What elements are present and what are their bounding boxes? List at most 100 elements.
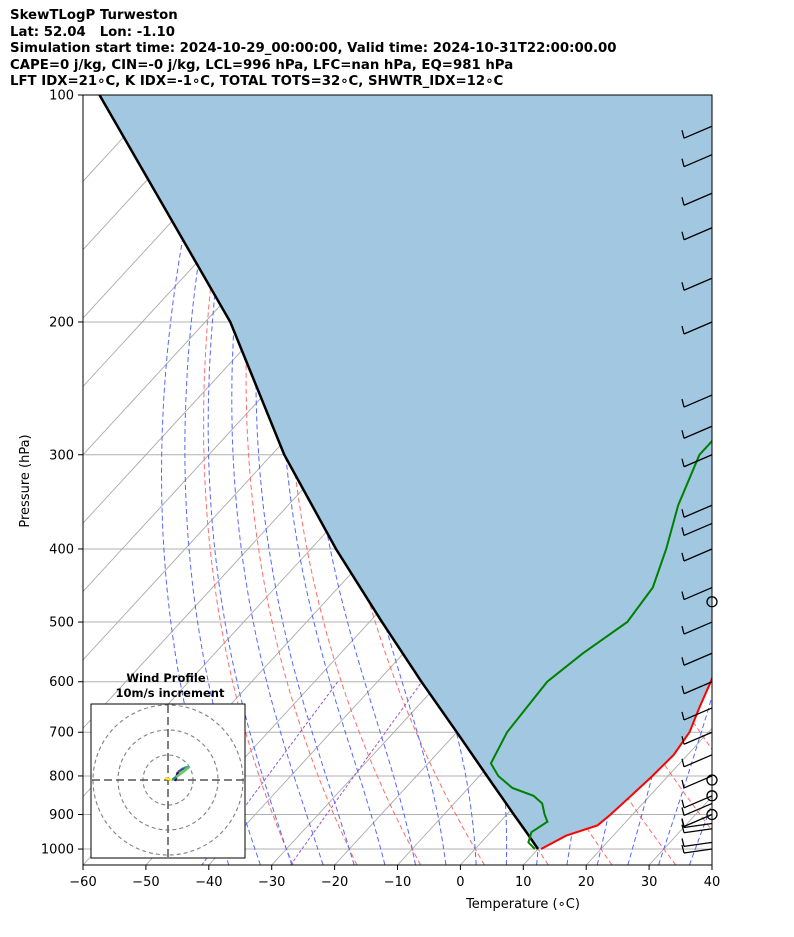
x-tick-label: −10: [384, 875, 411, 890]
time-line: Simulation start time: 2024-10-29_00:00:…: [10, 41, 617, 56]
index-line: LFT IDX=21∘C, K IDX=-1∘C, TOTAL TOTS=32∘…: [10, 74, 504, 89]
wind-barb: [683, 394, 713, 408]
x-tick-label: 20: [578, 875, 595, 890]
wind-barb: [683, 754, 713, 768]
calm-wind-circle: [706, 790, 718, 802]
wind-barb-flag: [681, 398, 685, 408]
y-tick-label: 800: [49, 769, 74, 784]
wind-barb: [683, 522, 713, 537]
dry-adiabat: [698, 95, 712, 162]
hodograph-segment: [171, 776, 177, 781]
wind-barb-flag: [681, 824, 685, 833]
x-tick-label: 40: [704, 875, 721, 890]
y-axis-label: Pressure (hPa): [18, 434, 33, 527]
cape-cin-fill: [99, 95, 712, 849]
hodograph-segment: [177, 766, 185, 774]
wind-barb: [683, 681, 713, 695]
hodograph-segment: [182, 766, 190, 773]
x-tick-label: −40: [195, 875, 222, 890]
wind-barb: [683, 621, 713, 635]
wind-barb-flag: [681, 231, 685, 240]
wind-barb: [683, 125, 713, 139]
wind-barb-flag: [681, 838, 685, 847]
wind-barb: [683, 652, 713, 666]
isotherm-line: [711, 864, 712, 865]
moist-adiabat: [720, 95, 794, 865]
moist-adiabat: [335, 95, 447, 865]
dry-adiabat: [203, 95, 294, 865]
hodograph-segment: [164, 776, 173, 782]
wind-barb: [683, 707, 713, 721]
moist-adiabat: [231, 95, 324, 865]
y-tick-label: 400: [49, 542, 74, 557]
wind-barb: [683, 802, 713, 817]
moist-adiabat: [688, 802, 712, 865]
parcel-profile-line: [98, 95, 540, 850]
x-tick-label: 30: [641, 875, 658, 890]
wind-barb: [683, 154, 713, 168]
moist-adiabat: [658, 695, 712, 865]
wind-barb-flag: [681, 325, 685, 335]
wind-barbs: [681, 125, 718, 854]
inset-subtitle: 10m/s increment: [116, 686, 225, 700]
y-tick-label: 700: [49, 726, 74, 741]
wind-barb-flag: [681, 430, 685, 439]
isotherm-line: [585, 727, 712, 865]
x-axis-label: Temperature (∘C): [465, 897, 580, 912]
y-tick-label: 500: [49, 616, 74, 631]
wind-barb: [683, 277, 713, 291]
wind-barb: [683, 731, 713, 745]
wind-barb-flag: [681, 758, 685, 767]
wind-barb: [683, 504, 713, 518]
location-line: Lat: 52.04 Lon: -1.10: [10, 24, 176, 40]
y-tick-label: 900: [49, 808, 74, 823]
cape-line: CAPE=0 j/kg, CIN=-0 j/kg, LCL=996 hPa, L…: [10, 57, 514, 73]
wind-barb-flag: [681, 657, 685, 666]
y-tick-label: 600: [49, 675, 74, 690]
wind-barb: [683, 841, 713, 848]
wind-barb-flag: [681, 844, 685, 854]
wind-barb: [683, 454, 713, 468]
x-tick-label: −20: [321, 875, 348, 890]
dewpoint-line: [489, 439, 712, 850]
x-tick-label: −50: [132, 875, 159, 890]
wind-barb: [683, 848, 713, 854]
wind-barb-flag: [681, 130, 685, 139]
wind-barb-flag: [681, 711, 685, 721]
wind-barb: [683, 192, 713, 206]
inset-rings: [92, 704, 244, 857]
wind-barb: [683, 822, 713, 829]
series-layer: [98, 95, 712, 850]
mixing-ratio-line: [290, 681, 423, 865]
dry-adiabat: [245, 95, 358, 865]
wind-barb-flag: [681, 807, 685, 816]
hodograph-segment: [175, 770, 184, 779]
wind-barb-flag: [681, 509, 685, 518]
wind-barb: [683, 321, 713, 335]
wind-barb-flag: [681, 458, 685, 467]
isotherm-line: [83, 95, 226, 251]
wind-barb-flag: [681, 625, 685, 635]
y-tick-label: 200: [49, 315, 74, 330]
y-tick-label: 1000: [41, 843, 74, 858]
wind-barb-flag: [681, 818, 685, 827]
isotherm-line: [83, 95, 289, 319]
wind-barb-flag: [681, 527, 685, 536]
y-tick-label: 100: [49, 89, 74, 104]
wind-barb: [683, 586, 713, 601]
wind-barb: [683, 227, 713, 241]
calm-wind-circle: [706, 596, 718, 608]
temperature-line: [540, 675, 712, 850]
wind-barb-flag: [681, 736, 685, 745]
chart-title: SkewTLogP Turweston: [10, 8, 178, 23]
x-tick-label: 0: [456, 875, 464, 890]
dry-adiabat: [732, 95, 794, 865]
inset-title: Wind Profile: [126, 671, 206, 685]
wind-barb-flag: [681, 282, 685, 291]
y-tick-label: 300: [49, 448, 74, 463]
wind-barb-flag: [681, 552, 685, 562]
calm-wind-circle: [706, 774, 718, 786]
wind-profile-inset: Wind Profile 10m/s increment: [90, 671, 246, 859]
wind-barb: [683, 425, 713, 439]
